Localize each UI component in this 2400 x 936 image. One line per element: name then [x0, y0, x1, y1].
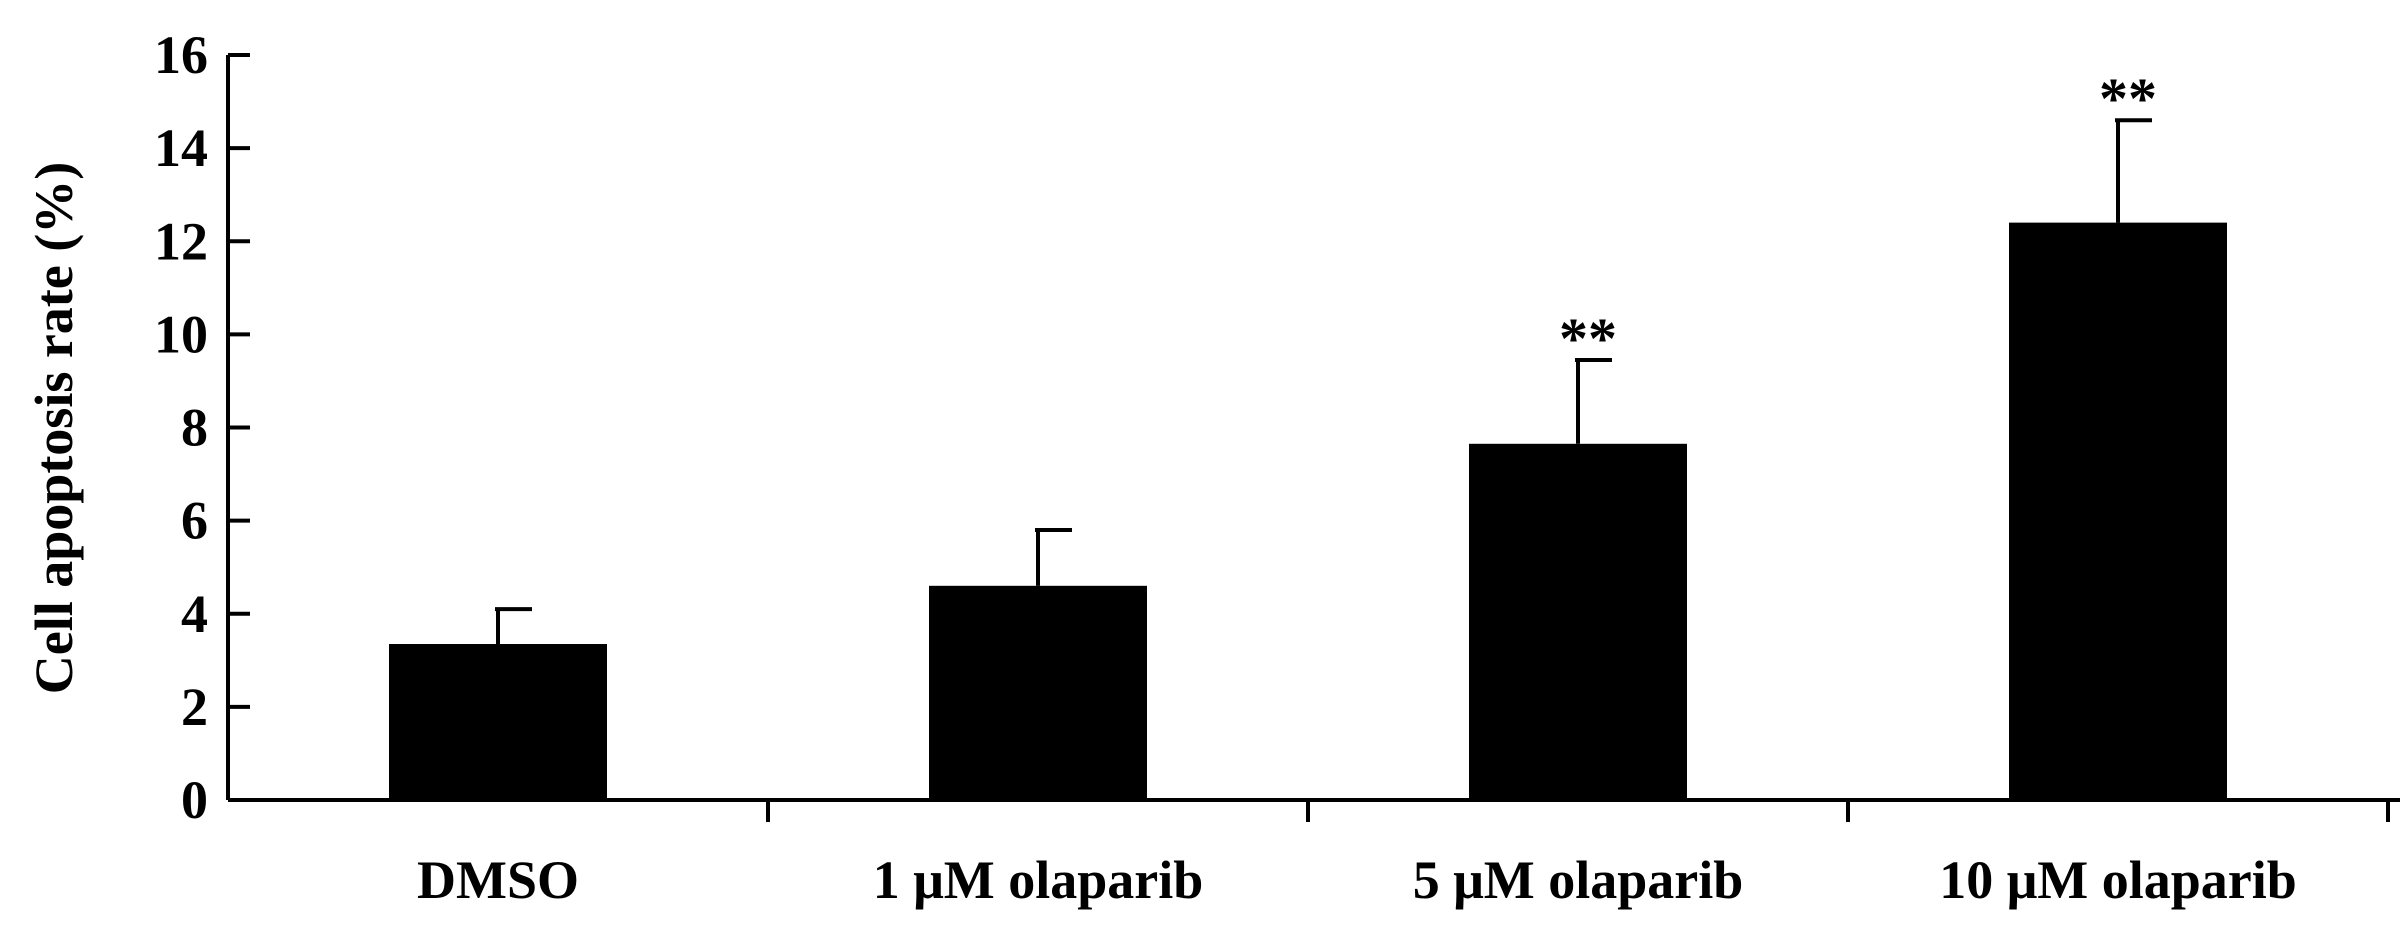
significance-label: **: [2099, 66, 2157, 131]
bar: [929, 585, 1147, 800]
y-tick-label: 12: [154, 211, 208, 271]
y-tick-label: 10: [154, 304, 208, 364]
y-tick-label: 0: [181, 770, 208, 830]
y-axis: 0 2 4 6 8 10 12 14 16: [154, 25, 250, 830]
x-axis: DMSO 1 μM olaparib 5 μM olaparib 10 μM olap…: [228, 798, 2400, 910]
bar: [2009, 222, 2227, 800]
x-category-label: 5 μM olaparib: [1413, 850, 1744, 910]
y-axis-title: Cell apoptosis rate (%): [24, 162, 84, 694]
bar: [389, 644, 607, 800]
y-tick-label: 6: [181, 491, 208, 551]
y-tick-label: 2: [181, 677, 208, 737]
y-tick-label: 16: [154, 25, 208, 85]
bar: [1469, 443, 1687, 800]
y-tick-label: 8: [181, 398, 208, 458]
significance-label: **: [1559, 306, 1617, 371]
x-category-label: 1 μM olaparib: [873, 850, 1204, 910]
y-tick-label: 14: [154, 118, 208, 178]
bars: ** **: [389, 66, 2227, 800]
y-tick-label: 4: [181, 584, 208, 644]
x-category-label: 10 μM olaparib: [1939, 850, 2297, 910]
x-category-label: DMSO: [417, 850, 579, 910]
